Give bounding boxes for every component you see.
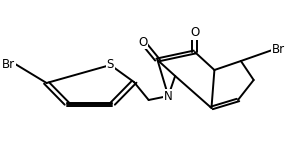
Text: S: S (107, 58, 114, 72)
Text: Br: Br (2, 57, 15, 70)
Text: Br: Br (272, 44, 286, 57)
Text: N: N (164, 90, 173, 102)
Text: O: O (138, 36, 147, 48)
Text: O: O (190, 27, 199, 39)
